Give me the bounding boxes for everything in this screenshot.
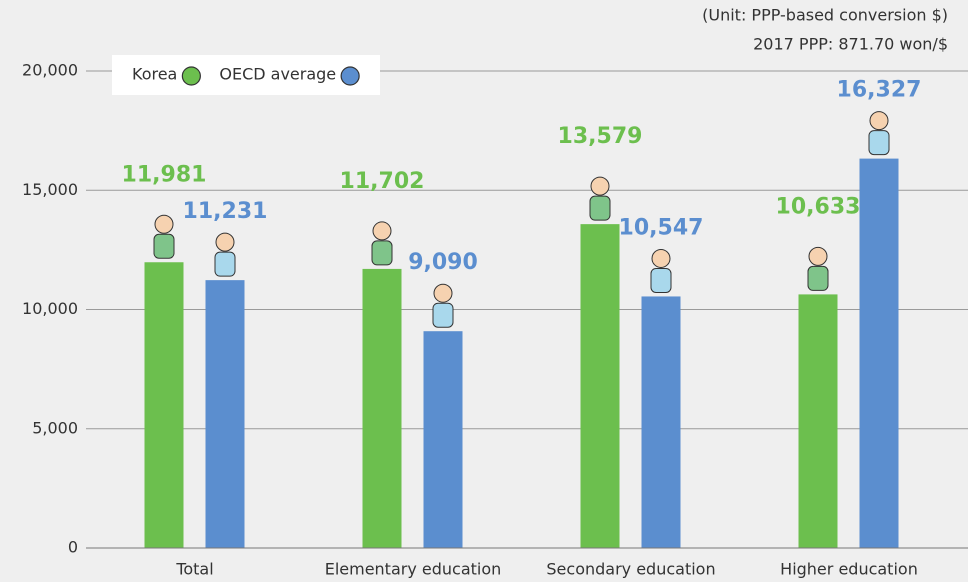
legend-box bbox=[112, 55, 380, 95]
bar bbox=[144, 262, 184, 548]
value-label: 10,547 bbox=[619, 215, 704, 240]
figure-head bbox=[808, 246, 828, 266]
figure-head bbox=[433, 283, 453, 303]
bar bbox=[580, 224, 620, 548]
y-tick-label: 0 bbox=[68, 538, 78, 557]
value-label: 11,981 bbox=[122, 162, 207, 187]
x-tick-label: Higher education bbox=[780, 560, 918, 579]
figure-body bbox=[589, 195, 611, 221]
value-label: 16,327 bbox=[837, 78, 922, 103]
x-tick-label: Secondary education bbox=[546, 560, 715, 579]
value-label: 11,231 bbox=[183, 199, 268, 224]
figure-head bbox=[590, 176, 610, 196]
y-tick-label: 20,000 bbox=[22, 61, 78, 80]
value-label: 10,633 bbox=[776, 194, 861, 219]
bar bbox=[859, 158, 899, 548]
bar bbox=[641, 296, 681, 548]
figure-head bbox=[154, 214, 174, 234]
legend-label: OECD average bbox=[219, 65, 336, 84]
bar bbox=[423, 331, 463, 548]
figure-body bbox=[153, 233, 175, 259]
figure-body bbox=[214, 251, 236, 277]
value-label: 11,702 bbox=[340, 169, 425, 194]
figure-body bbox=[868, 130, 890, 156]
legend-label: Korea bbox=[132, 65, 177, 84]
figure-head bbox=[215, 232, 235, 252]
legend-swatch bbox=[181, 66, 201, 86]
bar bbox=[205, 280, 245, 548]
figure-body bbox=[650, 267, 672, 293]
figure-head bbox=[372, 221, 392, 241]
ppp-note: 2017 PPP: 871.70 won/$ bbox=[753, 35, 948, 54]
x-tick-label: Elementary education bbox=[325, 560, 502, 579]
value-label: 9,090 bbox=[408, 250, 478, 275]
legend-swatch bbox=[340, 66, 360, 86]
y-tick-label: 5,000 bbox=[32, 418, 78, 437]
y-tick-label: 10,000 bbox=[22, 299, 78, 318]
x-tick-label: Total bbox=[175, 560, 213, 579]
figure-body bbox=[371, 240, 393, 266]
bar bbox=[362, 268, 402, 548]
figure-head bbox=[651, 248, 671, 268]
figure-body bbox=[807, 265, 829, 291]
value-label: 13,579 bbox=[558, 124, 643, 149]
bar bbox=[798, 294, 838, 548]
figure-head bbox=[869, 111, 889, 131]
y-tick-label: 15,000 bbox=[22, 180, 78, 199]
unit-note: (Unit: PPP-based conversion $) bbox=[702, 6, 948, 25]
figure-body bbox=[432, 302, 454, 328]
